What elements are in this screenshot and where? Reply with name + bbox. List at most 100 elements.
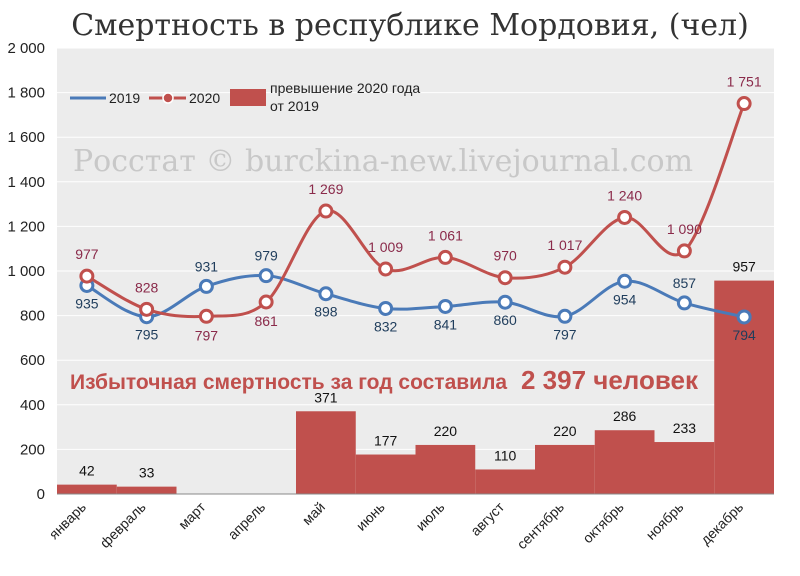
label-excess: 177 [374,433,398,449]
label-excess: 957 [732,259,756,275]
x-tick-label: ноябрь [643,499,687,543]
x-tick-label: январь [46,499,89,542]
label-2019: 935 [75,295,99,311]
point-2020 [497,270,513,286]
excess-bar [355,454,416,494]
label-2019: 795 [135,327,159,343]
label-2020: 970 [493,248,517,264]
y-tick-label: 200 [20,441,45,458]
series-points [79,96,752,325]
legend-bar-swatch [230,89,266,106]
legend-bar-label-line1: превышение 2020 года [270,80,420,96]
x-tick-label: март [175,498,209,532]
point-2020 [258,294,274,310]
label-2019: 832 [374,318,398,334]
y-tick-label: 1 800 [7,85,45,102]
y-tick-label: 2 000 [7,40,45,57]
point-2019 [378,300,394,316]
x-tick-label: август [467,498,507,538]
label-excess: 371 [314,389,338,405]
point-2019 [617,273,633,289]
legend-2019-label: 2019 [109,90,140,106]
label-2020: 797 [195,327,219,343]
legend-bar-label-line2: от 2019 [270,98,319,114]
legend-2020-label: 2020 [189,90,220,106]
point-2020 [378,261,394,277]
label-2019: 860 [493,312,517,328]
point-2020 [79,268,95,284]
y-tick-label: 600 [20,352,45,369]
x-tick-label: сентябрь [514,499,567,552]
excess-bar [296,411,356,494]
point-2019 [198,278,214,294]
label-2020: 977 [75,246,99,262]
excess-bar [415,444,476,494]
point-2019 [676,295,692,311]
x-tick-label: декабрь [697,499,746,548]
excess-bar [57,484,117,494]
excess-bar [475,469,535,494]
label-2020: 861 [254,313,278,329]
y-tick-label: 1 000 [7,263,45,280]
point-2020 [318,203,334,219]
x-tick-label: апрель [224,499,268,543]
data-labels: 935 795 931 979 898 832 841 860 797 954 857 794 977 8… [75,74,762,481]
label-2020: 1 017 [547,237,582,253]
excess-bar [594,430,655,494]
x-tick-label: май [299,499,328,528]
label-2019: 954 [613,291,637,307]
legend: 2019 2020 превышение 2020 года от 2019 [70,80,420,114]
label-2020: 1 090 [667,221,702,237]
legend-2020-marker [162,92,174,104]
point-2020 [557,259,573,275]
y-tick-label: 1 400 [7,174,45,191]
point-2020 [139,301,155,317]
annotation: Избыточная смертность за год составила 2… [70,365,699,395]
x-tick-label: июнь [353,499,388,534]
point-2020 [736,96,752,112]
label-excess: 220 [434,423,458,439]
label-excess: 33 [139,465,155,481]
annotation-highlight: 2 397 человек [521,365,699,395]
label-2019: 931 [195,258,219,274]
y-tick-label: 1 600 [7,129,45,146]
label-excess: 286 [613,408,637,424]
label-excess: 233 [673,420,697,436]
excess-bar [116,486,177,494]
chart-title: Смертность в республике Мордовия, (чел) [71,8,749,43]
label-2020: 828 [135,279,159,295]
point-2020 [437,249,453,265]
label-2019: 794 [732,327,756,343]
point-2019 [497,294,513,310]
label-excess: 42 [79,463,95,479]
point-2020 [198,308,214,324]
label-2019: 979 [254,248,278,264]
label-excess: 220 [553,423,577,439]
label-2019: 857 [673,275,697,291]
y-tick-label: 800 [20,308,45,325]
point-2019 [258,268,274,284]
label-2020: 1 269 [308,181,343,197]
label-excess: 110 [494,447,517,463]
excess-bar [654,442,715,494]
excess-bars [57,280,774,494]
y-tick-label: 400 [20,397,45,414]
y-axis-ticks: 0 200 400 600 800 1 000 1 200 1 400 1 600 1 800 2 … [7,40,45,503]
label-2020: 1 061 [428,227,463,243]
point-2019 [557,308,573,324]
excess-bar [535,444,595,494]
y-tick-label: 0 [37,486,45,503]
label-2020: 1 009 [368,239,403,255]
label-2019: 797 [553,326,577,342]
point-2020 [676,243,692,259]
x-tick-label: июль [413,499,448,534]
annotation-text: Избыточная смертность за год составила [70,371,507,394]
y-tick-label: 1 200 [7,218,45,235]
point-2020 [617,209,633,225]
label-2020: 1 751 [727,74,762,90]
label-2019: 841 [434,316,458,332]
x-tick-label: октябрь [579,499,626,546]
x-tick-label: февраль [97,499,149,551]
point-2019 [437,298,453,314]
